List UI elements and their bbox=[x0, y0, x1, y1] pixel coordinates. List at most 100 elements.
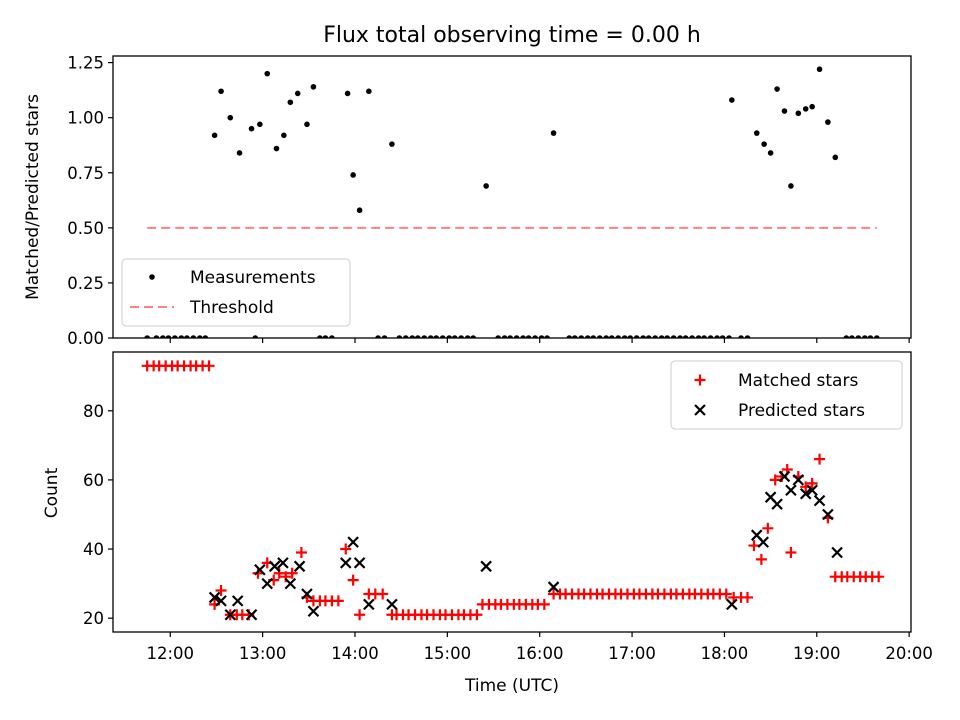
measurement-point bbox=[520, 335, 526, 338]
x-tick-label: 19:00 bbox=[793, 644, 841, 663]
measurement-point bbox=[584, 335, 591, 338]
y-tick-label: 1.00 bbox=[67, 109, 104, 128]
measurement-point bbox=[538, 335, 545, 338]
x-tick-label: 13:00 bbox=[239, 644, 287, 663]
measurement-point bbox=[633, 335, 640, 338]
predicted-stars-point bbox=[757, 536, 769, 548]
y-tick-label: 80 bbox=[83, 402, 104, 421]
measurement-point bbox=[294, 90, 301, 97]
measurement-point bbox=[501, 335, 508, 338]
predicted-stars-point bbox=[307, 605, 320, 618]
measurement-point bbox=[160, 335, 166, 338]
measurement-point bbox=[464, 335, 471, 338]
measurement-point bbox=[356, 207, 363, 214]
measurement-point bbox=[726, 335, 732, 338]
predicted-stars-point bbox=[799, 487, 812, 500]
figure-title: Flux total observing time = 0.00 h bbox=[323, 23, 701, 48]
measurement-point bbox=[608, 335, 615, 338]
matched-stars-point bbox=[354, 609, 366, 621]
measurement-point bbox=[719, 335, 726, 338]
predicted-stars-point bbox=[363, 598, 375, 611]
measurement-point bbox=[867, 335, 874, 338]
measurement-point bbox=[310, 84, 317, 90]
measurement-point bbox=[862, 335, 868, 338]
measurement-point bbox=[322, 335, 329, 338]
matched-stars-point bbox=[215, 585, 227, 597]
measurement-point bbox=[329, 335, 335, 338]
predicted-stars-point bbox=[208, 591, 221, 604]
matched-stars-point bbox=[538, 598, 550, 610]
y-tick-label: 0.50 bbox=[67, 219, 104, 238]
x-tick-label: 18:00 bbox=[701, 644, 749, 663]
measurement-point bbox=[144, 335, 150, 338]
predicted-stars-point bbox=[480, 560, 492, 573]
measurement-point bbox=[396, 335, 403, 338]
measurement-point bbox=[627, 335, 634, 338]
measurement-point bbox=[281, 132, 287, 139]
y-tick-label: 40 bbox=[83, 540, 104, 559]
measurement-point bbox=[273, 145, 280, 152]
measurement-point bbox=[689, 335, 695, 338]
measurement-point bbox=[645, 335, 652, 338]
measurement-point bbox=[211, 132, 218, 139]
predicted-stars-point bbox=[806, 484, 818, 497]
measurement-point bbox=[470, 335, 477, 338]
predicted-stars-point bbox=[778, 470, 791, 483]
matched-stars-point bbox=[873, 571, 885, 583]
predicted-stars-point bbox=[771, 498, 783, 510]
measurement-point bbox=[178, 335, 185, 338]
predicted-stars-point bbox=[792, 474, 805, 486]
matched-stars-point bbox=[806, 477, 818, 489]
predicted-stars-point bbox=[215, 595, 227, 607]
measurement-point bbox=[664, 335, 670, 338]
predicted-stars-point bbox=[284, 577, 297, 590]
measurement-point bbox=[414, 335, 421, 338]
matched-stars-point bbox=[295, 546, 307, 558]
y-tick-label: 0.00 bbox=[67, 329, 104, 348]
measurement-point bbox=[532, 335, 538, 338]
measurement-point bbox=[513, 335, 520, 338]
legend-label-predicted: Predicted stars bbox=[738, 401, 865, 421]
measurement-point bbox=[767, 150, 774, 156]
measurement-point bbox=[458, 335, 465, 338]
measurement-point bbox=[843, 335, 850, 338]
measurement-point bbox=[832, 154, 839, 161]
matched-stars-point bbox=[785, 546, 797, 558]
measurement-point bbox=[257, 121, 263, 128]
measurement-point bbox=[264, 70, 271, 77]
measurement-point bbox=[236, 150, 243, 156]
measurement-point bbox=[572, 335, 578, 338]
measurement-point bbox=[550, 130, 557, 136]
predicted-stars-point bbox=[785, 484, 797, 497]
measurement-point bbox=[714, 335, 720, 338]
matched-stars-point bbox=[755, 553, 767, 565]
matched-stars-point bbox=[286, 567, 298, 579]
measurement-point bbox=[590, 335, 597, 338]
predicted-stars-point bbox=[347, 536, 359, 548]
measurement-point bbox=[184, 335, 190, 338]
measurement-point bbox=[578, 335, 585, 338]
matched-stars-point bbox=[769, 474, 781, 486]
matched-stars-point bbox=[203, 360, 215, 372]
x-tick-label: 20:00 bbox=[885, 644, 933, 663]
predicted-stars-point bbox=[301, 588, 313, 600]
y-tick-label: 1.25 bbox=[67, 54, 104, 73]
measurement-point bbox=[566, 335, 573, 338]
top-panel-ratio: 0.00 0.25 0.50 0.75 1.00 1.25 Measurements Thre… bbox=[67, 54, 912, 348]
legend-box bbox=[121, 258, 351, 327]
predicted-stars-point bbox=[386, 598, 398, 611]
axes-frame bbox=[112, 55, 912, 339]
legend-marker-predicted bbox=[694, 404, 706, 416]
measurement-point bbox=[381, 335, 388, 338]
measurement-point bbox=[439, 335, 446, 338]
predicted-stars-point bbox=[277, 557, 289, 569]
measurement-point bbox=[652, 335, 658, 338]
matched-stars-point bbox=[814, 453, 826, 465]
top-y-axis-label: Matched/Predicted stars bbox=[23, 94, 43, 300]
measurement-point bbox=[816, 66, 823, 73]
measurement-point bbox=[317, 335, 323, 338]
plot-area bbox=[141, 360, 885, 621]
predicted-stars-point bbox=[547, 581, 560, 593]
measurement-point bbox=[366, 88, 372, 95]
